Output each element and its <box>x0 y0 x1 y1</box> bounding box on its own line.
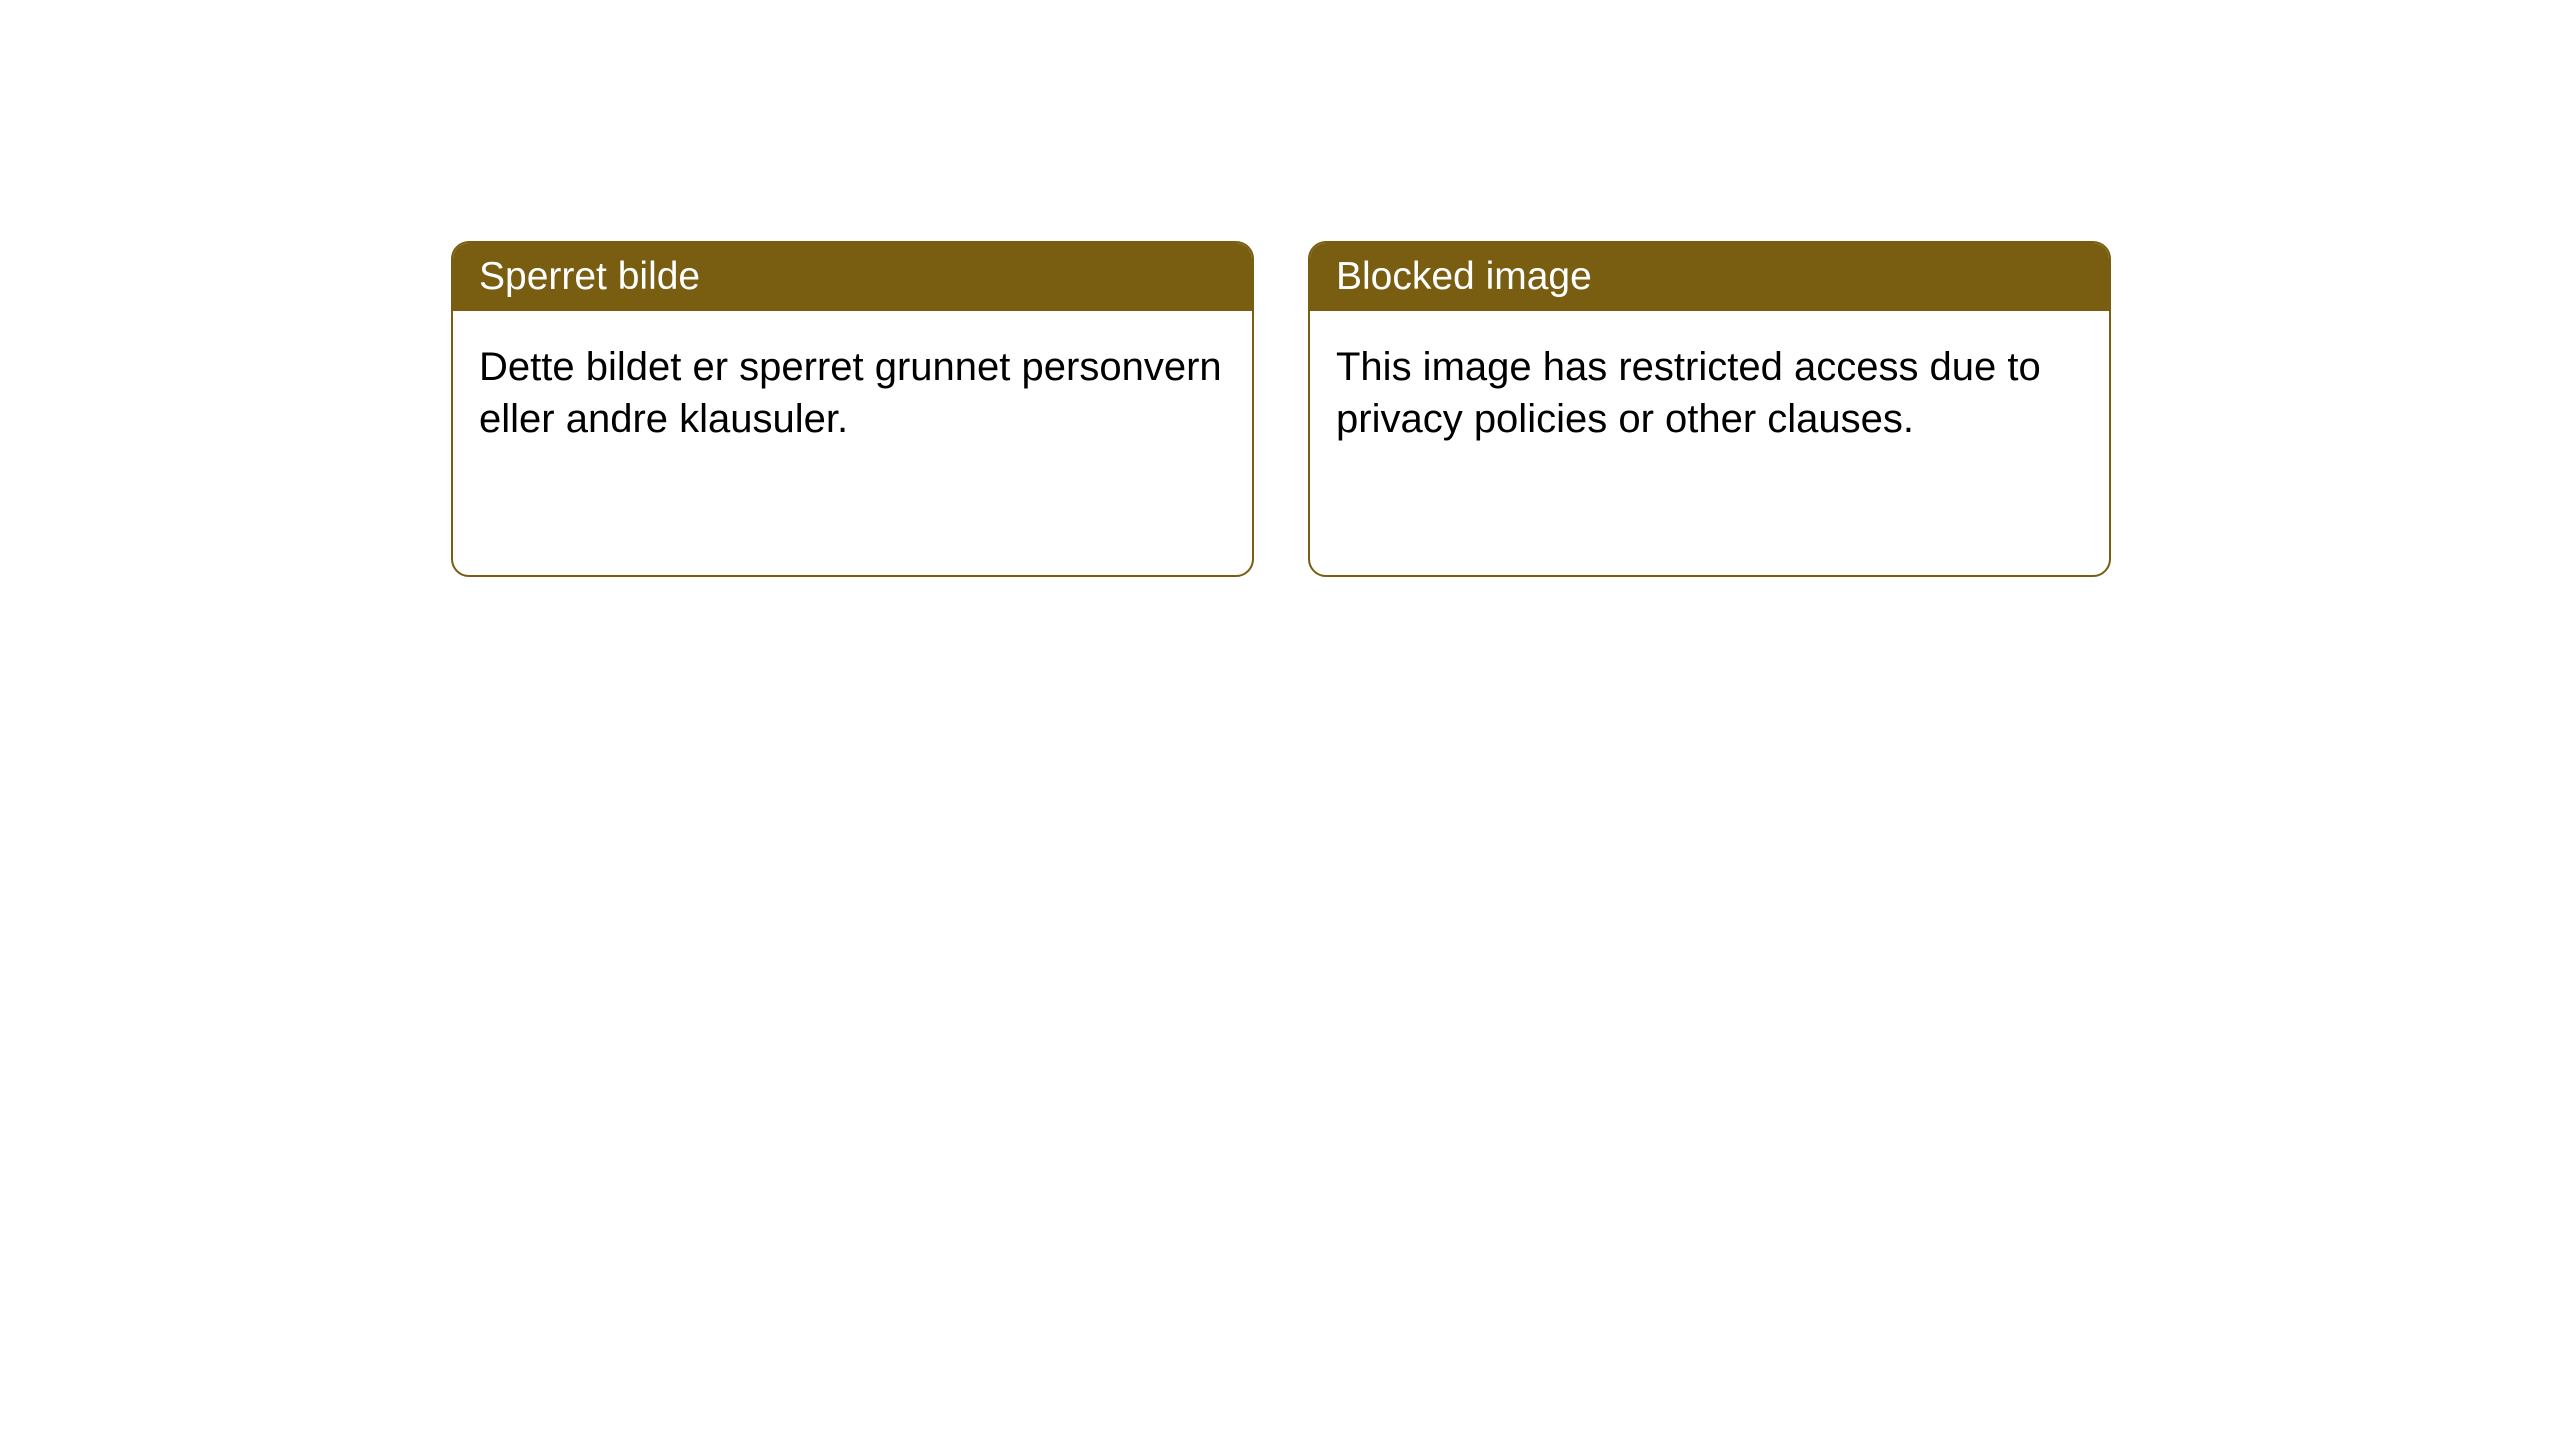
notice-body-text: Dette bildet er sperret grunnet personve… <box>479 345 1222 441</box>
notice-header: Sperret bilde <box>453 243 1252 311</box>
notice-title: Sperret bilde <box>479 255 700 298</box>
notice-body: Dette bildet er sperret grunnet personve… <box>453 311 1252 475</box>
notice-cards-container: Sperret bilde Dette bildet er sperret gr… <box>451 241 2560 577</box>
notice-body: This image has restricted access due to … <box>1310 311 2109 475</box>
notice-card-english: Blocked image This image has restricted … <box>1308 241 2111 577</box>
notice-card-norwegian: Sperret bilde Dette bildet er sperret gr… <box>451 241 1254 577</box>
notice-title: Blocked image <box>1336 255 1592 298</box>
notice-header: Blocked image <box>1310 243 2109 311</box>
notice-body-text: This image has restricted access due to … <box>1336 345 2041 441</box>
